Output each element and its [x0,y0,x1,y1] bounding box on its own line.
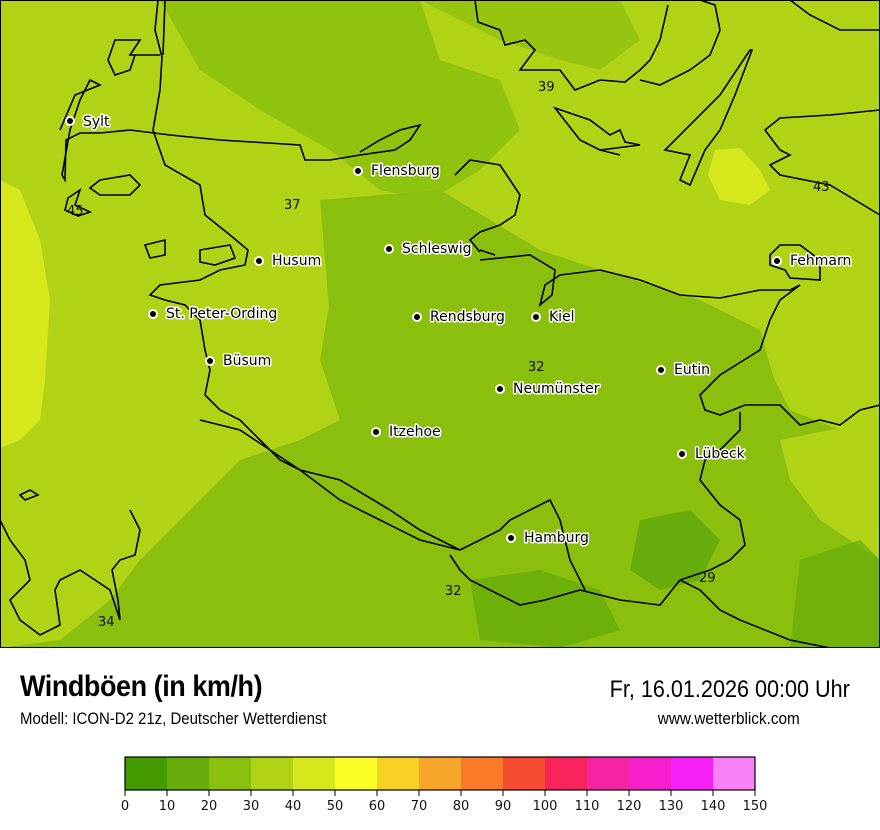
city-marker: Hamburg [506,529,590,548]
legend-swatch [377,757,420,790]
legend-tick-label: 110 [575,799,600,814]
gust-value: 32 [528,360,545,375]
legend-tick-label: 60 [369,799,386,814]
forecast-datetime: Fr, 16.01.2026 00:00 Uhr [609,676,850,703]
legend-tick-label: 140 [701,799,726,814]
city-label-husum: Husum [272,253,321,269]
city-marker: Sylt [65,113,112,132]
gust-value: 34 [98,615,115,630]
legend-swatch [587,757,630,790]
legend-tick-label: 100 [533,799,558,814]
city-label-neumuenster: Neumünster [513,381,600,397]
gust-zone-40-50 [0,180,50,448]
legend-tick-label: 130 [659,799,684,814]
city-label-st-peter-ording: St. Peter-Ording [166,306,277,322]
city-label-flensburg: Flensburg [371,163,440,179]
legend-tick-label: 90 [495,799,512,814]
city-marker: Schleswig [384,240,473,259]
legend-tick-label: 10 [159,799,176,814]
legend-swatch [713,757,756,790]
gust-value: 39 [538,80,555,95]
gust-zone-10-20 [630,510,720,590]
city-label-rendsburg: Rendsburg [430,309,505,325]
gust-value: 29 [699,571,716,586]
legend-swatch [209,757,252,790]
city-marker: Flensburg [353,162,441,181]
city-label-buesum: Büsum [223,353,271,369]
gust-zone-10-20 [790,540,880,648]
city-marker: Kiel [531,308,576,327]
map-title: Windböen (in km/h) [20,670,263,703]
city-label-kiel: Kiel [549,309,575,325]
city-marker: Fehmarn [772,252,853,271]
legend-tick-label: 80 [453,799,470,814]
color-legend: 0 10 20 30 40 50 60 70 80 90 100 110 120 130 140 150 [121,756,768,814]
gust-values: 39 37 45 43 32 32 29 34 [67,80,830,630]
website-link[interactable]: www.wetterblick.com [658,709,800,728]
city-marker: Büsum [205,352,273,371]
legend-tick-label: 70 [411,799,428,814]
legend-tick-label: 0 [121,799,129,814]
legend-swatch [545,757,588,790]
city-marker: Eutin [656,361,711,380]
legend-swatch [461,757,504,790]
legend-frame [124,756,756,791]
legend-swatch [419,757,462,790]
legend-swatch [671,757,714,790]
model-source: Modell: ICON-D2 21z, Deutscher Wetterdie… [20,709,327,728]
city-label-luebeck: Lübeck [695,446,746,462]
gust-value: 43 [813,180,830,195]
legend-tick-label: 40 [285,799,302,814]
city-marker: Lübeck [677,445,747,464]
city-label-eutin: Eutin [674,362,710,378]
gust-zone-30-40 [0,0,880,648]
city-label-fehmarn: Fehmarn [790,253,851,269]
city-marker: St. Peter-Ording [148,305,279,324]
legend-tick-label: 30 [243,799,260,814]
legend-tick-label: 20 [201,799,218,814]
city-label-hamburg: Hamburg [524,530,589,546]
wind-gust-map: Sylt Flensburg Husum Schleswig Fehmarn S… [0,0,880,648]
city-marker: Itzehoe [371,423,442,442]
gust-zone-20-30 [420,0,640,70]
gust-zone-20-30 [320,190,780,420]
legend-tick-label: 120 [617,799,642,814]
legend-tick-label: 150 [743,799,768,814]
gust-zone-30-40 [780,420,880,560]
city-label-sylt: Sylt [83,114,110,130]
legend-swatch [167,757,210,790]
city-marker: Husum [254,252,323,271]
gust-zone-20-30 [160,0,520,200]
legend-swatch [251,757,294,790]
gust-value: 32 [445,584,462,599]
gust-value: 45 [67,204,84,219]
city-marker: Neumünster [495,380,601,399]
legend-swatch [629,757,672,790]
gust-value: 37 [284,198,301,213]
legend-tick-label: 50 [327,799,344,814]
city-label-itzehoe: Itzehoe [389,424,441,440]
city-label-schleswig: Schleswig [402,241,471,257]
legend-swatch [125,757,168,790]
gust-zone-10-20 [470,570,620,648]
legend-swatch [335,757,378,790]
gust-zone-40-50 [708,148,770,205]
legend-swatch [293,757,336,790]
cities: Sylt Flensburg Husum Schleswig Fehmarn S… [65,113,853,548]
legend-swatch [503,757,546,790]
city-marker: Rendsburg [412,308,506,327]
